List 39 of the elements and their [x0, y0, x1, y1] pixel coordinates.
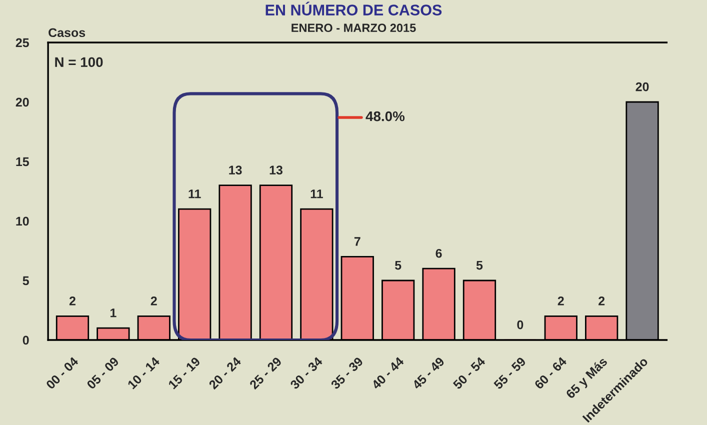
y-tick-label: 10 [16, 216, 29, 226]
x-tick-label: 60 - 64 [534, 356, 568, 390]
data-label: 2 [558, 296, 564, 306]
data-label: 7 [354, 237, 360, 246]
y-tick-label: 0 [22, 336, 29, 345]
x-tick-label: 25 - 29 [249, 356, 282, 390]
data-label: 2 [150, 296, 157, 306]
x-tick-label: 30 - 34 [290, 356, 324, 390]
annotation: 48.0% [366, 111, 405, 122]
x-tick-label: 10 - 14 [127, 356, 160, 390]
x-tick-label: 05 - 09 [86, 356, 120, 390]
data-label: 20 [636, 82, 649, 92]
data-label: 13 [229, 166, 242, 175]
x-tick-label: 50 - 54 [452, 356, 486, 390]
y-tick-label: 15 [16, 157, 29, 166]
data-label: 5 [476, 260, 483, 270]
y-axis-title: Casos [48, 28, 86, 38]
y-tick-label: 25 [16, 38, 29, 48]
x-tick-label: 35 - 39 [330, 356, 364, 390]
data-label: 6 [436, 248, 442, 258]
y-tick-label: 5 [22, 276, 29, 286]
x-tick-label: 45 - 49 [412, 356, 445, 390]
data-label: 11 [310, 190, 323, 198]
x-tick-label: 00 - 04 [46, 356, 79, 390]
data-label: 5 [394, 260, 402, 270]
x-tick-label: 55 - 59 [493, 356, 526, 390]
data-label: 13 [270, 166, 282, 175]
data-label: 2 [69, 296, 76, 306]
x-tick-label: 20 - 24 [208, 356, 242, 390]
data-label: 0 [517, 320, 524, 330]
chart-title: EN NÚMERO DE CASOS [266, 2, 442, 16]
data-label: 1 [110, 308, 116, 318]
data-label: 11 [188, 190, 201, 198]
chart-subtitle: ENERO - MARZO 2015 [292, 24, 416, 32]
annotation: N = 100 [55, 57, 103, 68]
x-tick-label: 15 - 19 [168, 356, 201, 390]
data-label: 2 [598, 296, 605, 306]
x-tick-label: 40 - 44 [370, 356, 405, 390]
y-tick-label: 20 [16, 98, 29, 107]
